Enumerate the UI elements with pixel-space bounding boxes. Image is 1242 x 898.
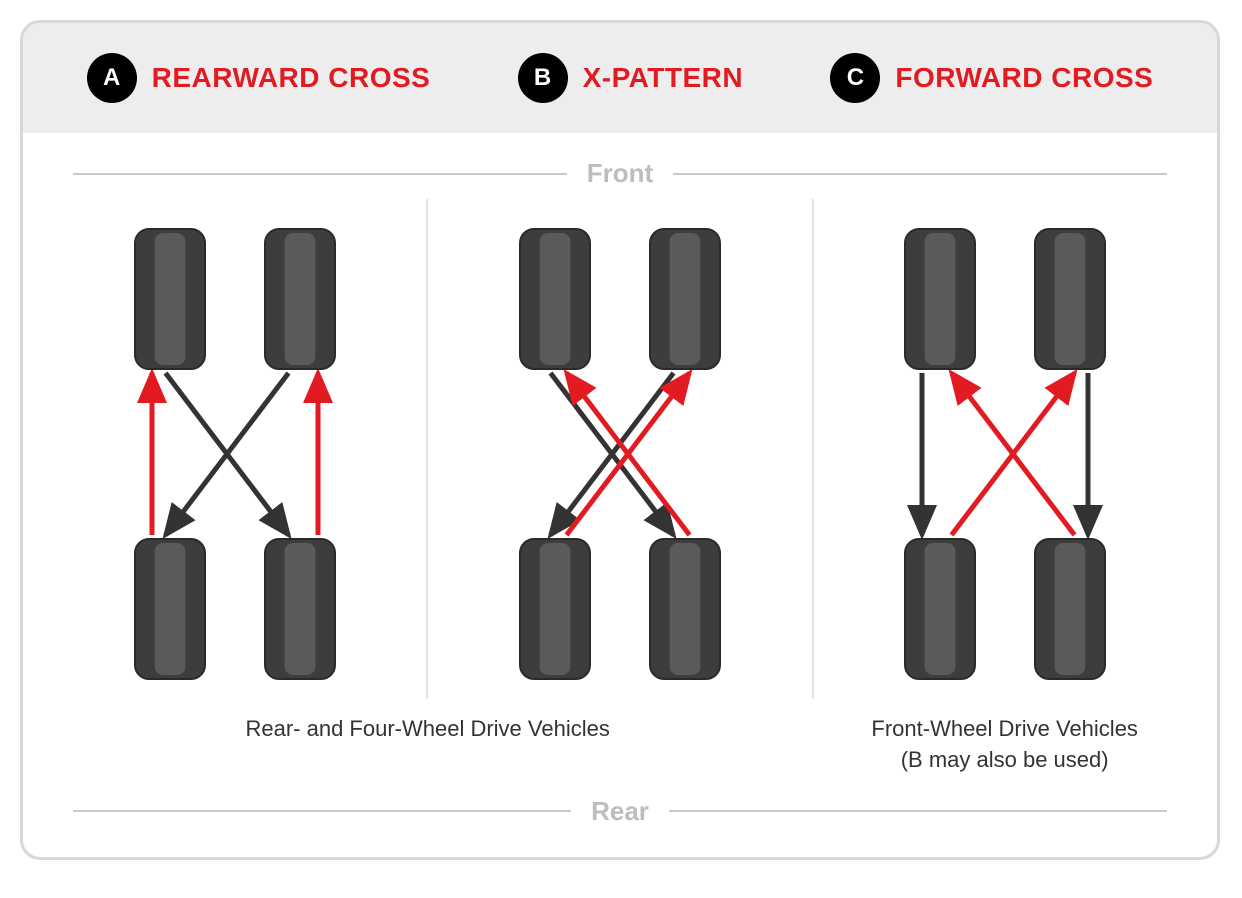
diagram-c	[812, 199, 1197, 699]
tire-icon	[135, 539, 205, 679]
rotation-diagram	[845, 219, 1165, 689]
divider-line	[669, 810, 1167, 812]
header-item-a: A REARWARD CROSS	[87, 53, 431, 103]
tire-icon	[905, 539, 975, 679]
tire-icon	[1035, 539, 1105, 679]
front-label: Front	[587, 158, 653, 189]
front-divider: Front	[23, 133, 1217, 199]
caption-right-line1: Front-Wheel Drive Vehicles	[871, 716, 1138, 741]
rear-divider: Rear	[23, 786, 1217, 857]
diagram-a	[43, 199, 426, 699]
tire-icon	[520, 539, 590, 679]
divider-line	[73, 173, 567, 175]
label-c: FORWARD CROSS	[895, 62, 1153, 94]
badge-b: B	[518, 53, 568, 103]
caption-right-line2: (B may also be used)	[901, 747, 1109, 772]
rotation-diagram	[75, 219, 395, 689]
tire-icon	[1035, 229, 1105, 369]
rotation-diagram	[460, 219, 780, 689]
diagram-b	[426, 199, 811, 699]
tire-icon	[650, 229, 720, 369]
tire-icon	[135, 229, 205, 369]
rear-label: Rear	[591, 796, 649, 827]
label-a: REARWARD CROSS	[152, 62, 431, 94]
tire-icon	[905, 229, 975, 369]
divider-line	[673, 173, 1167, 175]
diagrams-row	[23, 199, 1217, 699]
caption-row: Rear- and Four-Wheel Drive Vehicles Fron…	[23, 699, 1217, 786]
header-bar: A REARWARD CROSS B X-PATTERN C FORWARD C…	[23, 23, 1217, 133]
label-b: X-PATTERN	[583, 62, 744, 94]
tire-icon	[520, 229, 590, 369]
badge-c: C	[830, 53, 880, 103]
header-item-c: C FORWARD CROSS	[830, 53, 1153, 103]
tire-icon	[650, 539, 720, 679]
diagram-container: A REARWARD CROSS B X-PATTERN C FORWARD C…	[20, 20, 1220, 860]
tire-icon	[265, 539, 335, 679]
caption-left: Rear- and Four-Wheel Drive Vehicles	[43, 714, 812, 776]
badge-a: A	[87, 53, 137, 103]
divider-line	[73, 810, 571, 812]
caption-right: Front-Wheel Drive Vehicles (B may also b…	[812, 714, 1197, 776]
header-item-b: B X-PATTERN	[518, 53, 744, 103]
tire-icon	[265, 229, 335, 369]
